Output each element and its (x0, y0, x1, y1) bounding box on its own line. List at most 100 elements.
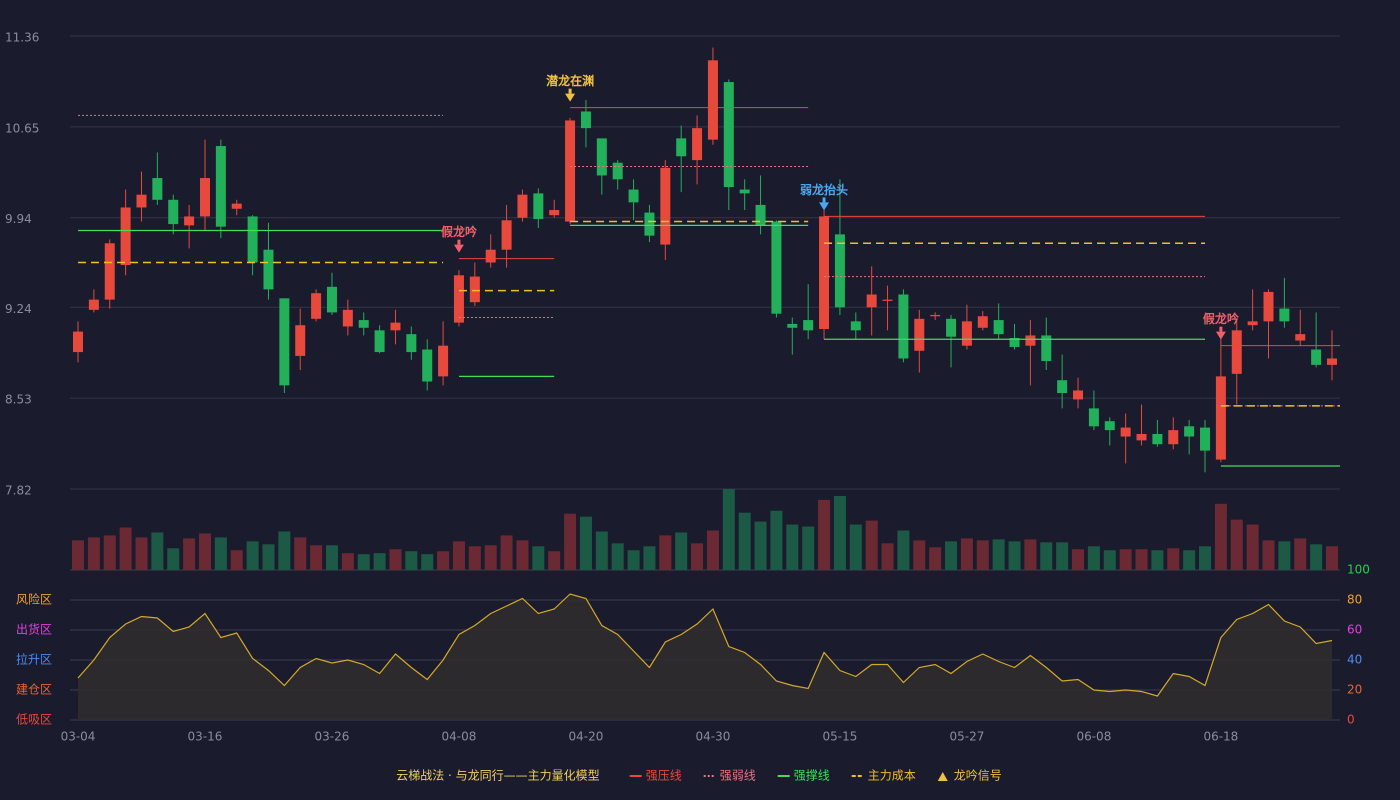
volume-bar (1008, 541, 1021, 570)
candle-body (215, 146, 226, 227)
volume-bar (738, 512, 751, 570)
legend-item: 强压线 (629, 769, 682, 783)
legend-item: 龙吟信号 (937, 768, 1002, 783)
candle-body (120, 207, 131, 266)
candle-body (342, 309, 353, 327)
volume-bar (1214, 503, 1227, 570)
volume-bar (865, 520, 878, 570)
y-tick-label: 9.94 (5, 212, 32, 226)
candle-body (882, 299, 893, 301)
signal-label: 弱龙抬头 (800, 182, 848, 197)
candle-body (73, 331, 83, 353)
candle-body (803, 320, 814, 331)
legend-item: 强弱线 (703, 769, 756, 783)
volume-bar (1040, 542, 1053, 570)
candle-body (930, 314, 941, 317)
legend-title: 云梯战法 · 与龙同行——主力量化模型 (396, 769, 599, 783)
volume-bar (976, 540, 989, 570)
volume-bar (357, 554, 370, 570)
candle-body (977, 316, 988, 328)
x-tick-label: 03-04 (61, 730, 96, 744)
volume-bar (1326, 546, 1338, 570)
candle-body (1057, 380, 1068, 394)
candle-body (1231, 330, 1242, 374)
volume-bar (452, 541, 465, 570)
candle-body (914, 318, 925, 351)
volume-bar (849, 524, 862, 570)
candle-body (453, 275, 464, 323)
volume-bar (643, 546, 656, 570)
volume-bar (1103, 550, 1116, 570)
candle-body (104, 243, 115, 300)
volume-bar (627, 550, 640, 570)
volume-bar (611, 543, 624, 570)
candle-body (993, 320, 1004, 335)
x-tick-label: 04-20 (569, 730, 604, 744)
volume-bar (119, 527, 132, 570)
candle-body (1025, 335, 1036, 346)
volume-bar (405, 551, 418, 570)
candle-body (1073, 390, 1084, 400)
candle-body (1279, 308, 1290, 322)
volume-bar (325, 545, 338, 570)
legend-item: 强撑线 (777, 768, 830, 783)
candle-body (898, 294, 909, 359)
y-tick-label: 11.36 (5, 31, 39, 45)
osc-tick-label: 80 (1347, 593, 1362, 607)
volume-bar (294, 537, 307, 570)
candle-body (739, 189, 750, 194)
signal-label: 假龙吟 (1203, 311, 1239, 326)
candle-body (1136, 433, 1147, 441)
volume-bar (881, 543, 894, 570)
signal-label: 潜龙在渊 (546, 73, 594, 88)
candle-body (676, 138, 687, 157)
volume-bar (1151, 550, 1164, 570)
volume-bar (722, 489, 735, 570)
candle-body (644, 212, 655, 236)
candle-body (549, 210, 560, 216)
volume-bar (516, 540, 529, 570)
volume-bar (786, 524, 799, 570)
candle-body (787, 323, 798, 328)
candle-body (390, 322, 401, 331)
signal-arrow (565, 93, 576, 102)
signal-arrow (1215, 331, 1226, 340)
candle-body (961, 321, 972, 346)
y-tick-label: 8.53 (5, 393, 32, 407)
volume-bar (992, 539, 1005, 570)
candle-body (184, 216, 195, 226)
candle-body (247, 216, 258, 263)
volume-bar (310, 545, 323, 570)
x-tick-label: 04-08 (442, 730, 477, 744)
signal-stem (822, 197, 826, 203)
zone-label: 出货区 (16, 622, 52, 637)
osc-area (78, 594, 1332, 720)
candle-body (866, 294, 877, 308)
volume-bar (1246, 524, 1259, 570)
volume-bar (1278, 541, 1291, 570)
zone-label: 风险区 (16, 592, 52, 607)
candle-body (1152, 433, 1163, 445)
legend-label: 强压线 (646, 769, 682, 783)
volume-bar (675, 532, 688, 570)
candle-body (1200, 427, 1211, 451)
candle-body (88, 299, 99, 310)
volume-bar (1230, 519, 1243, 570)
volume-bar (103, 535, 116, 570)
candle-body (501, 220, 512, 250)
candle-body (1088, 408, 1099, 427)
candle-body (580, 111, 591, 129)
volume-bar (1119, 549, 1132, 570)
candle-body (771, 221, 782, 314)
legend-label: 龙吟信号 (954, 768, 1002, 783)
candle-body (231, 203, 242, 209)
volume-bar (595, 531, 608, 570)
volume-bar (468, 546, 481, 570)
volume-bar (278, 531, 291, 570)
x-tick-label: 04-30 (695, 730, 730, 744)
candle-body (438, 345, 449, 377)
volume-bar (548, 551, 561, 570)
candle-body (199, 178, 210, 217)
volume-bar (183, 538, 196, 570)
signal-stem (457, 239, 461, 245)
